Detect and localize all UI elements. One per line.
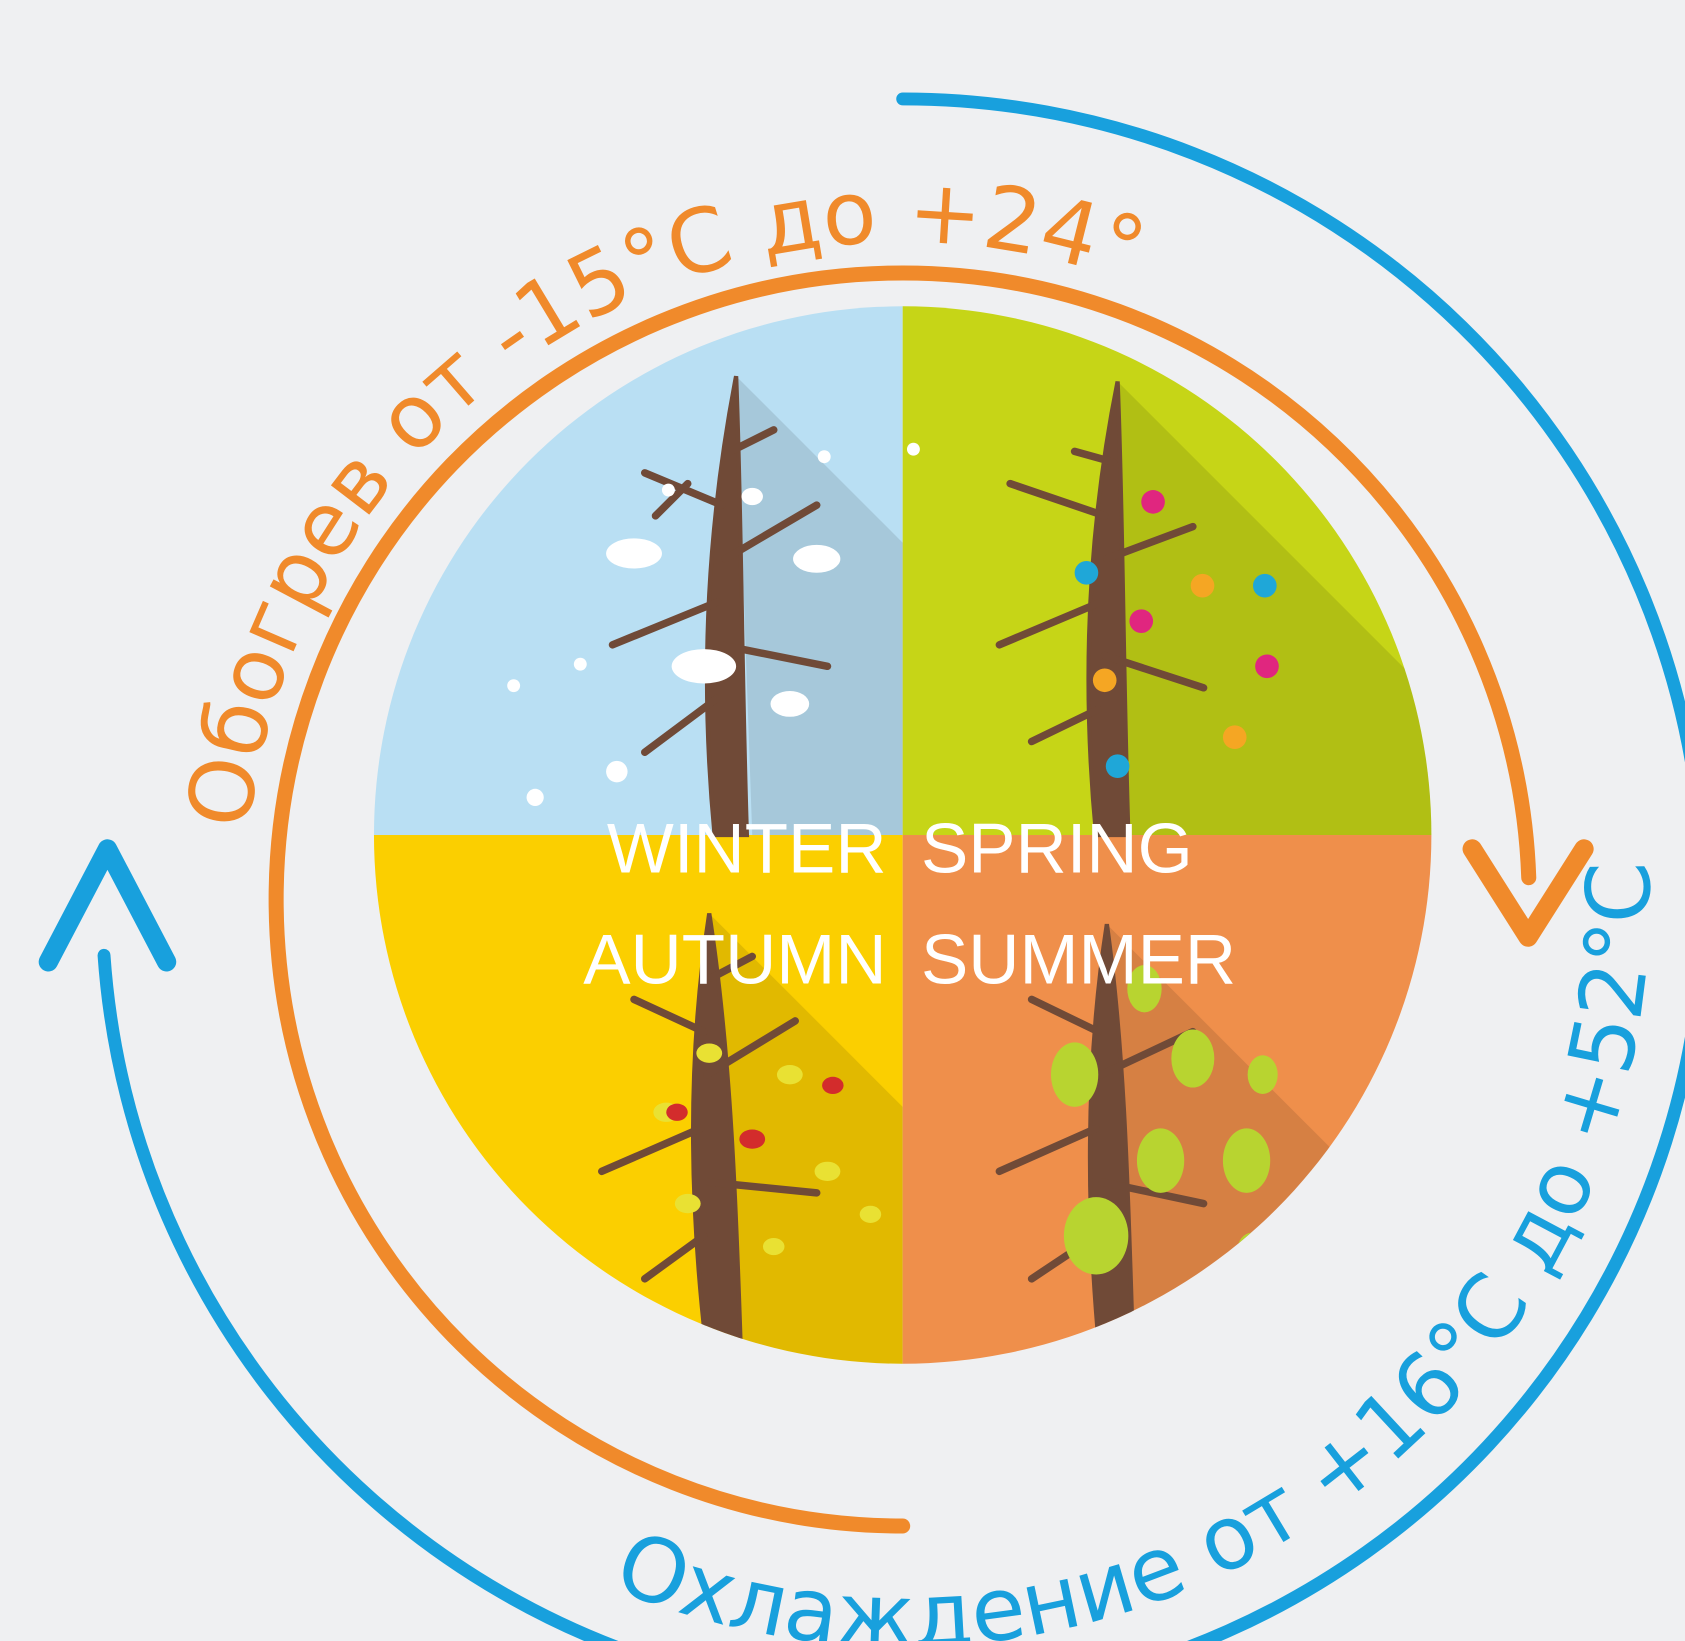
season-label: SPRING [921, 810, 1193, 889]
season-label: WINTER [607, 810, 887, 889]
seasons-diagram: WINTER SPRING AUTUMN SUMMER Обогрев от -… [0, 0, 1685, 1641]
season-label: SUMMER [921, 920, 1236, 999]
page: {"heating_label": "Обогрев от -15°C до +… [0, 0, 1685, 1641]
season-label: AUTUMN [583, 920, 886, 999]
